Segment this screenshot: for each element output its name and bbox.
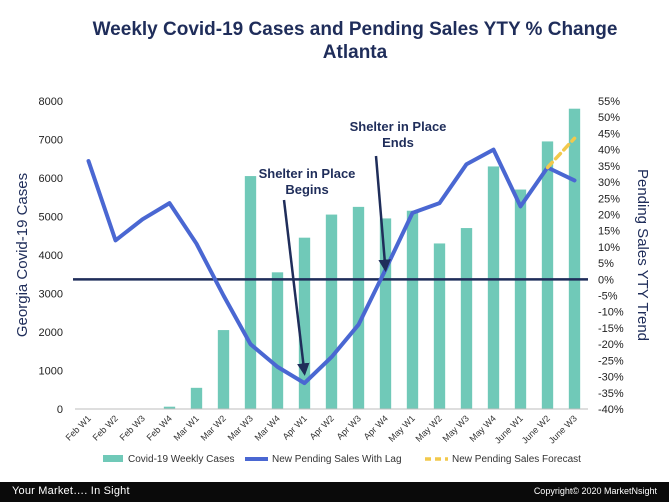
- bar-covid-weekly-cases: [298, 237, 311, 409]
- right-axis-tick-label: 20%: [598, 209, 620, 221]
- annotation-arrow: [374, 155, 391, 273]
- left-axis-tick-label: 7000: [39, 135, 63, 147]
- annotation-arrow: [282, 199, 310, 376]
- left-axis-tick-label: 4000: [39, 250, 63, 262]
- x-axis-tick-label: Apr W3: [335, 413, 363, 441]
- right-axis-tick-label: 10%: [598, 242, 620, 254]
- left-axis-tick-label: 8000: [39, 96, 63, 108]
- bar-covid-weekly-cases: [325, 214, 338, 409]
- bar-covid-weekly-cases: [433, 243, 446, 409]
- x-axis-tick-label: Mar W3: [226, 413, 255, 442]
- annotation-text: Shelter in Place: [259, 166, 356, 181]
- x-axis-tick-label: Apr W1: [281, 413, 309, 441]
- right-axis-tick-label: 25%: [598, 193, 620, 205]
- bar-covid-weekly-cases: [460, 228, 473, 409]
- right-axis-tick-label: -15%: [598, 323, 624, 335]
- x-axis-tick-label: June W1: [493, 413, 525, 445]
- right-axis-tick-label: 5%: [598, 258, 614, 270]
- x-axis-tick-label: Mar W2: [199, 413, 228, 442]
- x-axis-tick-label: Feb W3: [118, 413, 147, 442]
- bar-covid-weekly-cases: [163, 406, 176, 409]
- right-axis-title: Pending Sales YTY Trend: [634, 169, 651, 341]
- x-axis-tick-label: June W2: [520, 413, 552, 445]
- right-axis-tick-label: 45%: [598, 128, 620, 140]
- right-axis-tick-label: 50%: [598, 112, 620, 124]
- bar-covid-weekly-cases: [352, 206, 365, 409]
- x-axis-tick-label: Feb W4: [145, 413, 174, 442]
- left-axis-tick-label: 6000: [39, 173, 63, 185]
- bar-covid-weekly-cases: [541, 141, 554, 410]
- x-axis-tick-label: Feb W1: [64, 413, 93, 442]
- annotation-text: Shelter in Place: [350, 119, 447, 134]
- right-axis-tick-label: -40%: [598, 404, 624, 416]
- combo-chart: 0 1000 2000 3000 4000 5000 6000 7000 8000 -40% -35…: [14, 96, 651, 465]
- x-axis-tick-label: Apr W2: [308, 413, 336, 441]
- left-axis-tick-label: 0: [57, 404, 63, 416]
- legend-swatch-covid-weekly-cases: [103, 455, 123, 462]
- bar-covid-weekly-cases: [190, 387, 203, 409]
- legend-label-pending-sales-forecast: New Pending Sales Forecast: [452, 454, 581, 465]
- chart-title-line2: Atlanta: [322, 42, 388, 63]
- left-axis-tick-label: 2000: [39, 327, 63, 339]
- right-axis-tick-label: 15%: [598, 226, 620, 238]
- bar-covid-weekly-cases: [271, 272, 284, 409]
- annotation-text: Begins: [285, 182, 328, 197]
- footer-copyright: Copyright© 2020 MarketNsight: [533, 486, 657, 496]
- x-axis-tick-label: Mar W1: [172, 413, 201, 442]
- left-axis-title: Georgia Covid-19 Cases: [14, 173, 31, 337]
- line-new-pending-sales-with-lag: [86, 147, 577, 386]
- right-axis-tick-label: -25%: [598, 355, 624, 367]
- right-axis-tick-label: 30%: [598, 177, 620, 189]
- x-axis-tick-label: Apr W4: [362, 413, 390, 441]
- x-axis-tick-label: Mar W4: [253, 413, 282, 442]
- right-axis-tick-label: -10%: [598, 307, 624, 319]
- bar-covid-weekly-cases: [217, 330, 230, 409]
- right-axis-tick-label: -20%: [598, 339, 624, 351]
- x-axis-tick-label: Feb W2: [91, 413, 120, 442]
- footer-tagline: Your Market…. In Sight: [12, 485, 130, 497]
- legend-label-covid-weekly-cases: Covid-19 Weekly Cases: [128, 454, 235, 465]
- bar-covid-weekly-cases: [568, 108, 581, 409]
- footer-bar: Your Market…. In Sight Copyright© 2020 M…: [0, 482, 669, 502]
- bar-covid-weekly-cases: [244, 176, 257, 409]
- x-axis-tick-label: May W2: [413, 413, 443, 443]
- right-axis-tick-label: -5%: [598, 291, 618, 303]
- right-axis-tick-label: 40%: [598, 145, 620, 157]
- bar-covid-weekly-cases: [487, 166, 500, 409]
- right-axis-tick-label: -35%: [598, 388, 624, 400]
- chart-title-line1: Weekly Covid-19 Cases and Pending Sales …: [92, 19, 618, 40]
- legend-label-pending-sales-with-lag: New Pending Sales With Lag: [272, 454, 402, 465]
- annotation-text: Ends: [382, 135, 414, 150]
- x-axis-tick-label: June W3: [547, 413, 579, 445]
- left-axis-tick-label: 3000: [39, 289, 63, 301]
- right-axis-tick-label: 0%: [598, 274, 614, 286]
- bar-covid-weekly-cases: [406, 210, 419, 409]
- right-axis-tick-label: 55%: [598, 96, 620, 108]
- x-axis-tick-label: May W1: [386, 413, 416, 443]
- bar-covid-weekly-cases: [514, 189, 527, 409]
- chart-title: Weekly Covid-19 Cases and Pending Sales …: [60, 18, 650, 64]
- left-axis-tick-label: 1000: [39, 366, 63, 378]
- right-axis-tick-label: 35%: [598, 161, 620, 173]
- bar-covid-weekly-cases: [379, 218, 392, 409]
- left-axis-tick-label: 5000: [39, 212, 63, 224]
- right-axis-tick-label: -30%: [598, 372, 624, 384]
- line-new-pending-sales-forecast: [545, 136, 577, 170]
- x-axis-tick-label: May W3: [440, 413, 470, 443]
